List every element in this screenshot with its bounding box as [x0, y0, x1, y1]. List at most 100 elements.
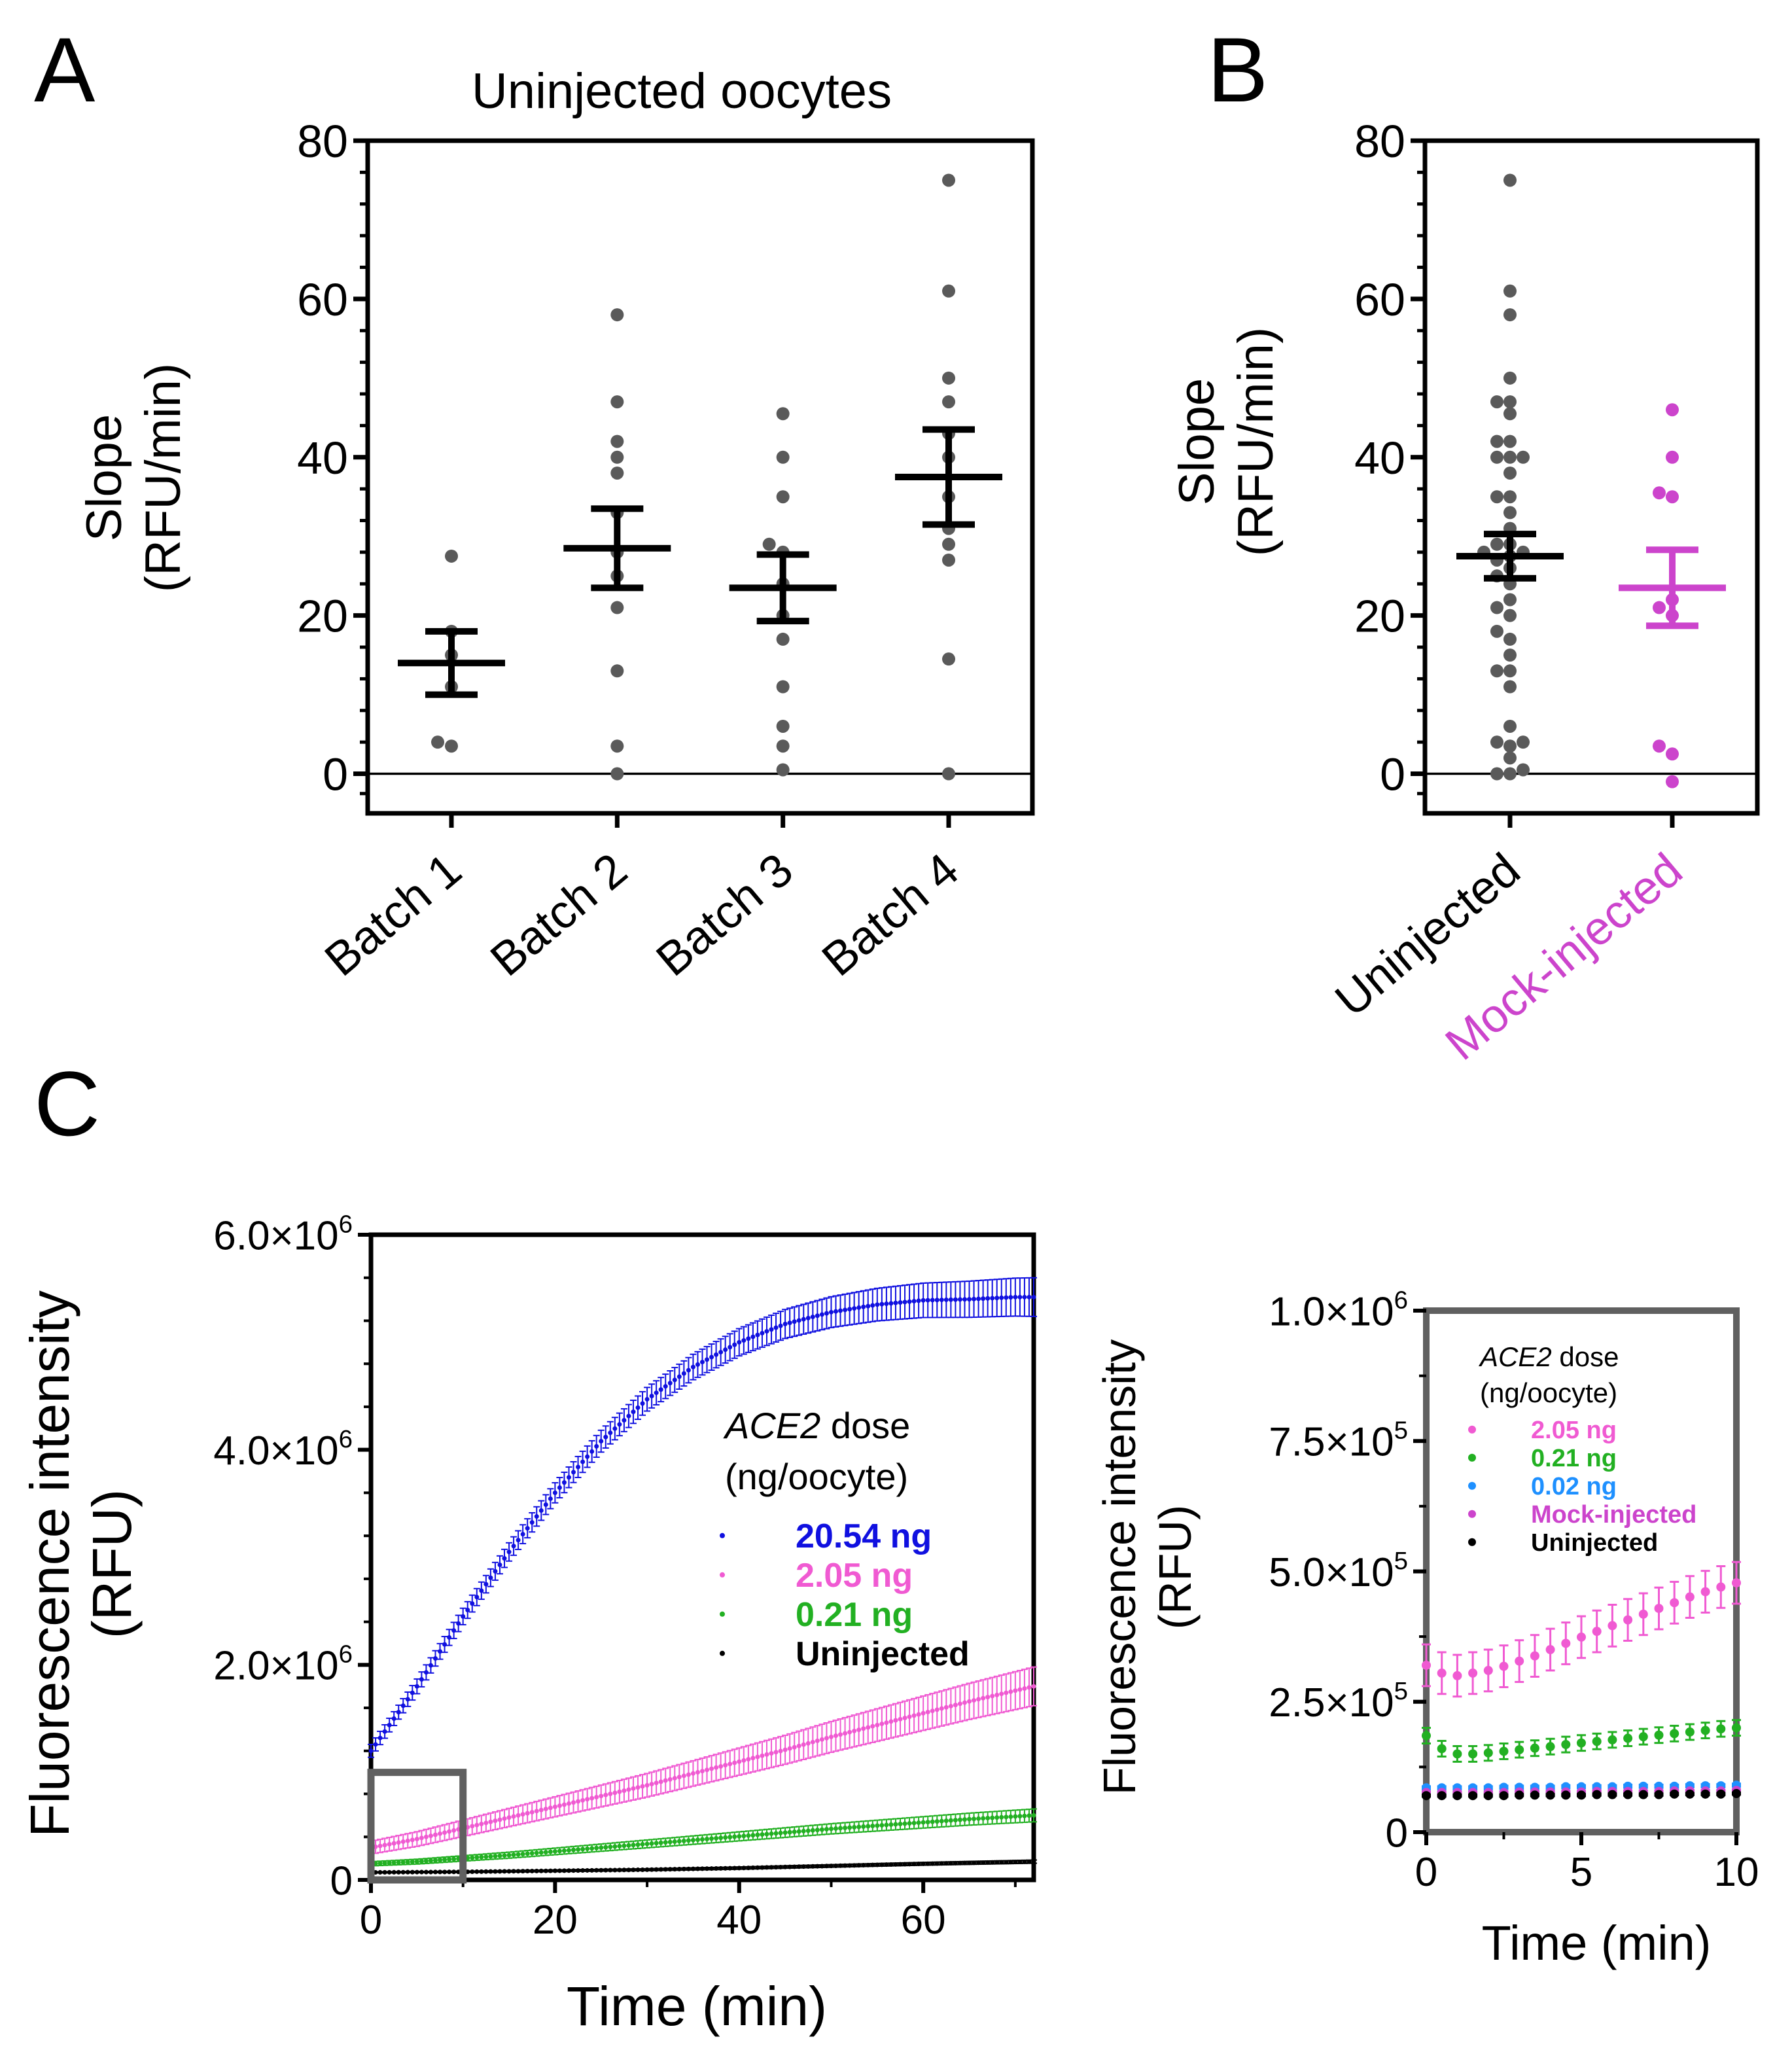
- panel-c-data-point: [400, 1860, 406, 1865]
- panel-c-data-point: [470, 1855, 475, 1860]
- panel-c-data-point: [378, 1735, 383, 1741]
- panel-b-data-point: [1490, 601, 1503, 614]
- panel-c-data-point: [962, 1860, 967, 1866]
- panel-c-data-point: [617, 1789, 622, 1794]
- panel-c-data-point: [898, 1862, 903, 1867]
- panel-c-data-point: [438, 1649, 443, 1654]
- panel-c-data-point: [760, 1330, 765, 1336]
- inset-ytick-label-exponent: 6: [1394, 1286, 1408, 1314]
- panel-a-data-point: [776, 763, 790, 777]
- panel-c-data-point: [686, 1772, 691, 1777]
- panel-c-data-point: [676, 1867, 682, 1872]
- panel-c-data-point: [843, 1825, 848, 1830]
- inset-data-point: [1561, 1790, 1571, 1800]
- panel-c-data-point: [787, 1864, 792, 1869]
- inset-ytick-label-base: 10: [1349, 1680, 1394, 1725]
- panel-a-ylabel-line1: Slope: [77, 414, 132, 541]
- panel-c-data-point: [552, 1490, 557, 1495]
- panel-c-data-point: [493, 1854, 498, 1859]
- panel-c-inset-chart: Time (min) Fluorescence intensity (RFU) …: [1094, 1286, 1759, 1970]
- panel-c-data-point: [884, 1822, 889, 1828]
- panel-c-ytick-label-times: ×: [270, 1428, 293, 1474]
- panel-c-chart: Time (min) Fluorescence intensity (RFU) …: [19, 1210, 1037, 2037]
- inset-data-point: [1437, 1744, 1447, 1754]
- panel-a-data-point: [776, 450, 790, 464]
- panel-c-data-point: [773, 1750, 779, 1755]
- panel-c-data-point: [824, 1311, 829, 1316]
- panel-c-data-point: [884, 1862, 889, 1867]
- panel-c-data-point: [810, 1739, 815, 1744]
- panel-c-data-point: [764, 1831, 769, 1837]
- inset-data-point: [1716, 1582, 1726, 1592]
- panel-c-data-point: [879, 1301, 885, 1307]
- panel-c-data-point: [1027, 1294, 1032, 1300]
- panel-c-data-point: [746, 1336, 751, 1341]
- panel-c-data-point: [1031, 1813, 1036, 1818]
- panel-c-data-point: [676, 1839, 682, 1844]
- panel-b-data-point: [1666, 747, 1679, 761]
- panel-c-ytick-label-mantissa: 6.0: [213, 1213, 270, 1258]
- panel-c-data-point: [709, 1836, 714, 1841]
- panel-c-data-point: [810, 1864, 815, 1869]
- inset-data-point: [1452, 1671, 1462, 1680]
- panel-c-data-point: [695, 1837, 700, 1843]
- panel-c-data-point: [525, 1869, 530, 1874]
- panel-c-data-point: [1022, 1859, 1027, 1864]
- panel-c-data-point: [548, 1849, 553, 1854]
- panel-c-data-point: [999, 1691, 1004, 1697]
- panel-c-data-point: [538, 1508, 544, 1513]
- panel-c-data-point: [764, 1329, 769, 1334]
- panel-c-data-point: [410, 1859, 415, 1864]
- panel-c-data-point: [419, 1835, 424, 1841]
- panel-b-ytick-label: 20: [1354, 591, 1405, 642]
- inset-legend-title-rest: dose: [1552, 1341, 1619, 1372]
- inset-ytick-label-mantissa: 7.5: [1269, 1420, 1325, 1465]
- inset-data-point: [1452, 1791, 1462, 1801]
- panel-c-data-point: [382, 1843, 387, 1848]
- panel-c-data-point: [934, 1707, 940, 1712]
- panel-c-data-point: [1027, 1859, 1032, 1864]
- panel-b-data-point: [1490, 395, 1503, 409]
- inset-ytick-label: 0: [1386, 1811, 1408, 1856]
- inset-data-point: [1700, 1725, 1710, 1735]
- panel-c-data-point: [990, 1815, 995, 1820]
- panel-c-data-point: [488, 1869, 493, 1874]
- inset-data-point: [1452, 1749, 1462, 1759]
- panel-c-data-point: [382, 1729, 387, 1734]
- panel-c-data-point: [834, 1733, 839, 1739]
- panel-b-data-point: [1490, 434, 1503, 448]
- panel-c-data-point: [981, 1695, 986, 1701]
- panel-b-data-point: [1503, 632, 1517, 646]
- panel-c-data-point: [943, 1861, 949, 1866]
- panel-c-data-point: [451, 1856, 457, 1862]
- inset-data-point: [1654, 1604, 1664, 1614]
- panel-c-data-point: [438, 1869, 443, 1875]
- panel-c-data-point: [888, 1719, 894, 1724]
- inset-xtick-label: 5: [1570, 1850, 1592, 1895]
- inset-data-point: [1638, 1732, 1648, 1742]
- panel-c-data-point: [916, 1712, 921, 1717]
- panel-a-data-point: [431, 735, 444, 749]
- panel-c-data-point: [939, 1706, 944, 1711]
- panel-a-data-point: [942, 537, 955, 551]
- panel-c-data-point: [870, 1724, 875, 1729]
- panel-c-data-point: [911, 1299, 917, 1304]
- panel-c-data-point: [506, 1815, 512, 1820]
- panel-c-data-point: [488, 1819, 493, 1824]
- panel-b-data-point: [1490, 450, 1503, 464]
- panel-c-data-point: [474, 1595, 480, 1600]
- panel-c-data-point: [516, 1852, 521, 1857]
- panel-c-data-point: [939, 1861, 944, 1866]
- panel-c-ytick-label-base: 10: [294, 1644, 339, 1689]
- panel-c-data-point: [396, 1860, 401, 1865]
- panel-c-data-point: [787, 1746, 792, 1751]
- panel-c-data-point: [801, 1828, 806, 1833]
- panel-c-data-point: [769, 1865, 774, 1870]
- panel-c-data-point: [1031, 1294, 1036, 1300]
- panel-c-data-point: [921, 1710, 926, 1716]
- panel-c-data-point: [810, 1315, 815, 1320]
- panel-c-data-point: [732, 1760, 737, 1765]
- panel-c-data-point: [566, 1868, 571, 1873]
- panel-b-data-point: [1503, 680, 1517, 694]
